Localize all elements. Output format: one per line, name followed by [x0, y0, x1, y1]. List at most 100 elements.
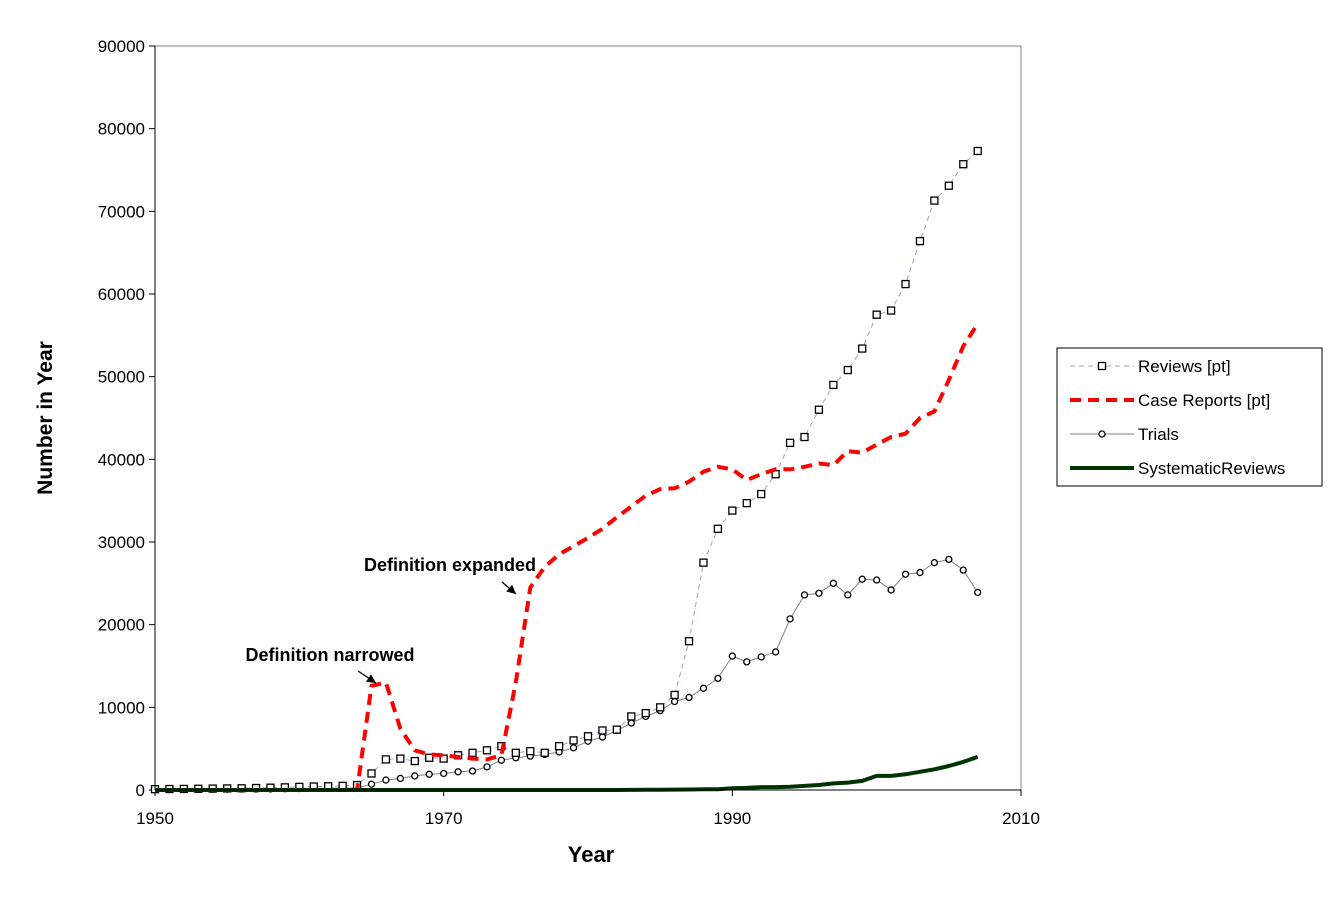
data-point — [411, 772, 419, 780]
data-point — [367, 780, 376, 788]
data-point — [367, 769, 376, 778]
y-tick-label: 0 — [136, 781, 145, 800]
y-tick-label: 10000 — [98, 698, 145, 717]
data-point — [843, 365, 852, 375]
data-point — [757, 653, 765, 661]
x-axis-ticks: 1950 1970 1990 2010 — [136, 790, 1040, 828]
data-point — [916, 568, 924, 577]
data-point — [396, 754, 405, 763]
data-point — [583, 732, 593, 741]
annotations: Definition narrowed Definition expanded — [245, 555, 536, 684]
legend-label: Case Reports [pt] — [1138, 391, 1270, 410]
data-point — [873, 576, 881, 584]
legend-label: SystematicReviews — [1138, 459, 1285, 478]
y-tick-label: 40000 — [98, 450, 145, 469]
x-tick-label: 1990 — [713, 809, 751, 828]
y-tick-label: 80000 — [98, 120, 145, 139]
data-point — [743, 658, 751, 666]
data-point — [887, 586, 895, 594]
legend-marker — [1097, 361, 1107, 371]
data-point — [699, 684, 708, 692]
data-point — [728, 652, 736, 660]
data-point — [439, 754, 448, 763]
data-point — [886, 306, 896, 315]
data-point — [945, 555, 953, 564]
legend-item: Trials — [1070, 425, 1179, 444]
data-point — [757, 489, 766, 499]
data-point — [973, 146, 982, 156]
data-point — [915, 236, 925, 246]
data-point — [396, 774, 405, 783]
x-tick-label: 2010 — [1002, 809, 1040, 828]
data-point — [829, 380, 838, 390]
data-point — [901, 279, 910, 289]
data-point — [858, 575, 866, 583]
legend-box — [1056, 347, 1323, 487]
x-tick-label: 1970 — [425, 809, 463, 828]
data-point — [699, 558, 708, 567]
series-case-reports-pt — [155, 322, 980, 792]
data-point — [598, 733, 607, 741]
data-point — [728, 506, 737, 515]
data-point — [540, 748, 549, 757]
data-point — [425, 770, 433, 778]
data-point — [800, 591, 809, 599]
data-point — [598, 726, 607, 735]
data-point — [829, 579, 838, 587]
x-axis-label: Year — [568, 842, 615, 867]
y-tick-label: 50000 — [98, 368, 145, 387]
y-tick-label: 30000 — [98, 533, 145, 552]
legend-label: Reviews [pt] — [1138, 357, 1231, 376]
data-point — [714, 674, 722, 683]
data-point — [382, 776, 390, 784]
y-tick-label: 90000 — [98, 37, 145, 56]
y-axis-label: Number in Year — [34, 341, 57, 495]
legend-item: Case Reports [pt] — [1070, 391, 1270, 410]
data-point — [656, 703, 665, 712]
data-point — [800, 432, 809, 442]
annotation-label: Definition expanded — [364, 555, 536, 575]
data-point — [670, 697, 679, 706]
data-point — [815, 589, 823, 597]
y-tick-label: 20000 — [98, 616, 145, 635]
data-point — [554, 742, 564, 751]
data-point — [944, 181, 953, 190]
annotation-arrow-head — [366, 674, 376, 683]
data-point — [468, 748, 477, 757]
legend-marker — [1098, 430, 1106, 438]
data-point — [959, 566, 967, 574]
legend-label: Trials — [1138, 425, 1179, 444]
data-point — [410, 756, 419, 766]
data-point — [930, 559, 939, 567]
data-point — [858, 344, 867, 353]
data-point — [786, 615, 794, 623]
data-point — [959, 160, 968, 169]
data-point — [670, 690, 679, 700]
data-point — [771, 648, 780, 656]
data-point — [901, 570, 910, 578]
data-point — [814, 405, 824, 414]
data-point — [425, 753, 434, 762]
annotation-arrow-head — [506, 584, 516, 594]
data-point — [381, 755, 391, 764]
data-point — [641, 708, 650, 718]
y-tick-label: 70000 — [98, 202, 145, 221]
data-point — [685, 693, 693, 702]
data-point — [844, 591, 852, 599]
series-line — [154, 150, 979, 790]
data-point — [454, 768, 462, 776]
data-point — [785, 438, 795, 447]
legend-item: Reviews [pt] — [1070, 357, 1231, 376]
data-point — [872, 310, 881, 319]
data-point — [627, 712, 636, 721]
data-point — [612, 725, 622, 734]
data-point — [742, 498, 751, 508]
series-line — [155, 322, 980, 792]
data-point — [526, 746, 535, 756]
data-point — [483, 763, 491, 771]
data-point — [497, 756, 506, 764]
data-point — [511, 748, 520, 757]
data-point — [627, 719, 635, 727]
